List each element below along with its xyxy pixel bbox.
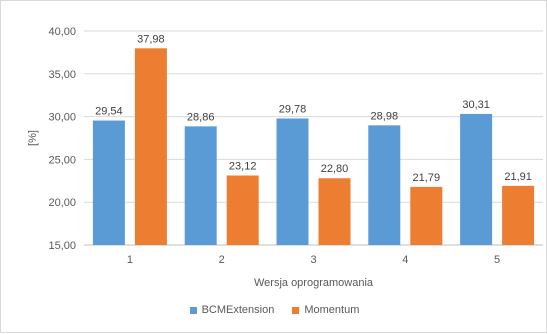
legend-item-series-2: Momentum <box>292 304 359 316</box>
data-label: 30,31 <box>462 99 490 111</box>
legend-item-series-1: BCMExtension <box>189 304 275 316</box>
legend-label-series-1: BCMExtension <box>201 304 275 316</box>
bar-series-1-5 <box>460 113 493 245</box>
bar-series-1-4 <box>368 125 401 245</box>
data-label: 29,54 <box>95 106 123 118</box>
y-axis-title: [%] <box>27 130 39 146</box>
bar-series-1-3 <box>276 118 309 245</box>
data-label: 21,91 <box>504 171 532 183</box>
bar-series-2-5 <box>502 185 535 245</box>
x-axis-ticks: 1 2 3 4 5 <box>127 254 500 266</box>
y-tick-label: 15,00 <box>48 240 76 252</box>
legend-swatch-series-2 <box>292 306 300 314</box>
legend-swatch-series-1 <box>189 306 197 314</box>
bar-series-1-1 <box>92 120 125 245</box>
x-tick-label: 4 <box>402 254 408 266</box>
x-axis-title: Wersja oprogramowania <box>254 277 374 289</box>
y-axis-ticks: 15,00 20,00 25,00 30,00 35,00 40,00 <box>48 26 76 252</box>
bar-series-1-2 <box>184 126 217 245</box>
data-labels: 29,54 37,98 28,86 23,12 29,78 22,80 28,98 21,79… <box>95 33 532 184</box>
x-tick-label: 1 <box>127 254 133 266</box>
data-label: 23,12 <box>229 160 257 172</box>
data-label: 28,86 <box>187 111 215 123</box>
y-tick-label: 20,00 <box>48 197 76 209</box>
bar-series-2-3 <box>318 178 351 245</box>
data-label: 29,78 <box>279 103 307 115</box>
data-label: 28,98 <box>371 110 399 122</box>
x-tick-label: 3 <box>310 254 316 266</box>
x-tick-label: 5 <box>494 254 500 266</box>
bars <box>92 48 535 245</box>
data-label: 37,98 <box>137 33 165 45</box>
legend: BCMExtension Momentum <box>1 304 547 316</box>
x-tick-label: 2 <box>219 254 225 266</box>
legend-label-series-2: Momentum <box>304 304 360 316</box>
y-tick-label: 35,00 <box>48 69 76 81</box>
bar-series-2-4 <box>410 186 443 245</box>
data-label: 21,79 <box>413 172 441 184</box>
bar-series-2-1 <box>134 48 167 245</box>
bar-series-2-2 <box>226 175 259 245</box>
y-tick-label: 30,00 <box>48 112 76 124</box>
y-tick-label: 25,00 <box>48 154 76 166</box>
data-label: 22,80 <box>321 163 349 175</box>
y-tick-label: 40,00 <box>48 26 76 38</box>
